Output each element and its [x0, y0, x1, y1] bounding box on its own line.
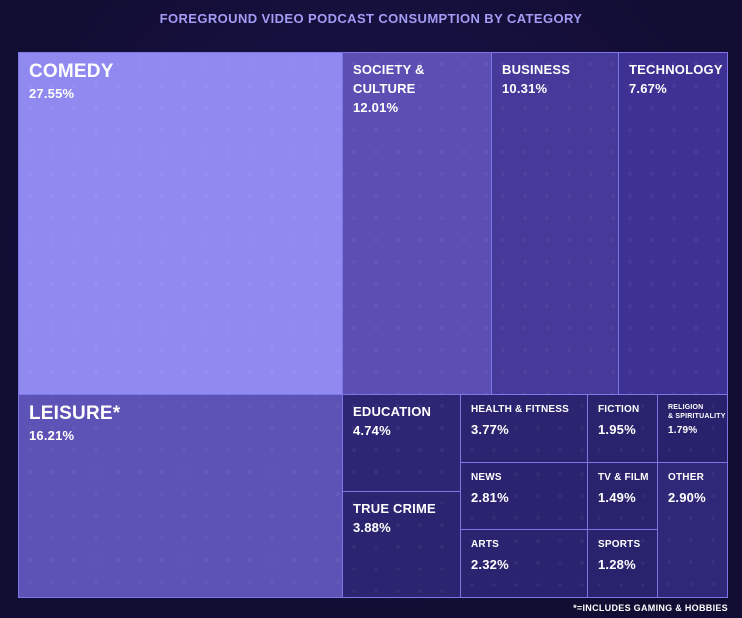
cell-name: TV & FILM — [598, 472, 649, 483]
cell-value: 2.90% — [668, 489, 706, 505]
cell-value: 4.74% — [353, 422, 391, 438]
cell-name: OTHER — [668, 472, 704, 483]
treemap-cell-leisure: LEISURE* 16.21% — [18, 394, 343, 598]
cell-label: TECHNOLOGY 7.67% — [629, 61, 723, 99]
footnote: *=INCLUDES GAMING & HOBBIES — [573, 603, 728, 613]
treemap-cell-business: BUSINESS 10.31% — [491, 52, 619, 395]
cell-label: RELIGION & SPIRITUALITY 1.79% — [668, 404, 726, 437]
cell-name: FICTION — [598, 404, 640, 415]
cell-value: 10.31% — [502, 80, 548, 96]
treemap-cell-religion-spirituality: RELIGION & SPIRITUALITY 1.79% — [657, 394, 728, 463]
cell-value: 1.28% — [598, 556, 636, 572]
cell-name: HEALTH & FITNESS — [471, 404, 570, 415]
cell-name: RELIGION & SPIRITUALITY — [668, 404, 726, 420]
cell-label: BUSINESS 10.31% — [502, 61, 570, 99]
treemap-cell-news: NEWS 2.81% — [460, 462, 588, 530]
treemap-cell-comedy: COMEDY 27.55% — [18, 52, 343, 395]
cell-value: 1.49% — [598, 489, 636, 505]
cell-label: TV & FILM 1.49% — [598, 471, 649, 507]
cell-label: TRUE CRIME 3.88% — [353, 500, 436, 538]
cell-name: COMEDY — [29, 61, 114, 82]
treemap-cell-society-culture: SOCIETY & CULTURE 12.01% — [342, 52, 492, 395]
cell-name: SPORTS — [598, 539, 641, 550]
cell-label: ARTS 2.32% — [471, 538, 509, 574]
cell-value: 1.79% — [668, 424, 698, 436]
cell-value: 16.21% — [29, 427, 75, 443]
cell-name: TECHNOLOGY — [629, 62, 723, 77]
cell-value: 1.95% — [598, 421, 636, 437]
cell-label: LEISURE* 16.21% — [29, 403, 120, 443]
cell-name: EDUCATION — [353, 404, 432, 419]
cell-label: SPORTS 1.28% — [598, 538, 640, 574]
cell-name: BUSINESS — [502, 62, 571, 77]
cell-value: 3.88% — [353, 519, 391, 535]
cell-label: HEALTH & FITNESS 3.77% — [471, 403, 569, 439]
cell-label: NEWS 2.81% — [471, 471, 509, 507]
cell-label: OTHER 2.90% — [668, 471, 706, 507]
cell-label: EDUCATION 4.74% — [353, 403, 431, 441]
cell-value: 27.55% — [29, 85, 75, 101]
cell-name: SOCIETY & CULTURE — [353, 62, 425, 96]
cell-value: 12.01% — [353, 99, 399, 115]
cell-name: ARTS — [471, 539, 500, 550]
treemap-cell-true-crime: TRUE CRIME 3.88% — [342, 491, 461, 598]
treemap-cell-other: OTHER 2.90% — [657, 462, 728, 598]
treemap-cell-technology: TECHNOLOGY 7.67% — [618, 52, 728, 395]
treemap-cell-fiction: FICTION 1.95% — [587, 394, 658, 463]
cell-name: NEWS — [471, 472, 502, 483]
cell-label: COMEDY 27.55% — [29, 61, 114, 101]
cell-label: FICTION 1.95% — [598, 403, 639, 439]
cell-value: 3.77% — [471, 421, 509, 437]
cell-name: TRUE CRIME — [353, 501, 436, 516]
cell-value: 2.32% — [471, 556, 509, 572]
treemap-cell-arts: ARTS 2.32% — [460, 529, 588, 598]
cell-value: 7.67% — [629, 80, 667, 96]
cell-label: SOCIETY & CULTURE 12.01% — [353, 61, 425, 118]
treemap-cell-education: EDUCATION 4.74% — [342, 394, 461, 492]
treemap-cell-tv-film: TV & FILM 1.49% — [587, 462, 658, 530]
treemap: COMEDY 27.55% SOCIETY & CULTURE 12.01% BUSINE… — [18, 52, 728, 598]
chart-title: FOREGROUND VIDEO PODCAST CONSUMPTION BY … — [159, 11, 583, 26]
treemap-cell-health-fitness: HEALTH & FITNESS 3.77% — [460, 394, 588, 463]
cell-value: 2.81% — [471, 489, 509, 505]
cell-name: LEISURE* — [29, 403, 121, 424]
treemap-cell-sports: SPORTS 1.28% — [587, 529, 658, 598]
